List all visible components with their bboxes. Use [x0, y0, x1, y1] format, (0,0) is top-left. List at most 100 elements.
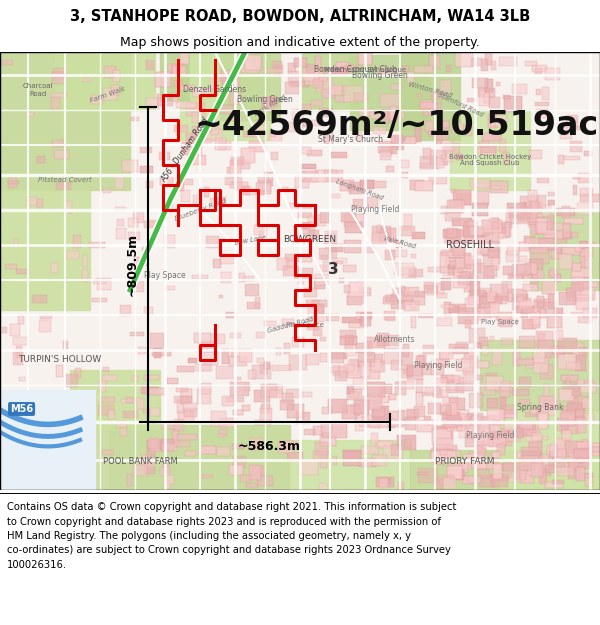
- Bar: [459, 422, 476, 437]
- Bar: [382, 144, 391, 157]
- Bar: [470, 418, 488, 426]
- Bar: [583, 439, 589, 448]
- Bar: [491, 61, 496, 71]
- Bar: [400, 66, 409, 72]
- Bar: [567, 403, 585, 413]
- Bar: [373, 127, 386, 134]
- Bar: [92, 298, 107, 302]
- Bar: [177, 366, 194, 372]
- Bar: [328, 399, 347, 413]
- Bar: [560, 414, 575, 425]
- Bar: [503, 266, 518, 276]
- Bar: [517, 210, 530, 219]
- Bar: [59, 466, 64, 476]
- Bar: [303, 119, 308, 127]
- Bar: [513, 351, 520, 366]
- Bar: [515, 430, 533, 436]
- Bar: [320, 454, 326, 468]
- Bar: [383, 111, 389, 124]
- Bar: [239, 349, 253, 362]
- Bar: [133, 280, 144, 292]
- Text: Charcoal
Road: Charcoal Road: [23, 84, 53, 96]
- Bar: [229, 356, 247, 366]
- Bar: [463, 226, 478, 237]
- Bar: [272, 365, 291, 371]
- Bar: [276, 348, 281, 354]
- Bar: [234, 377, 241, 381]
- Bar: [488, 415, 505, 426]
- Bar: [177, 400, 184, 412]
- Bar: [536, 89, 541, 95]
- Bar: [389, 144, 397, 154]
- Bar: [379, 228, 396, 242]
- Bar: [443, 156, 453, 162]
- Bar: [502, 338, 513, 345]
- Bar: [457, 154, 463, 161]
- Bar: [496, 82, 500, 86]
- Bar: [359, 287, 370, 293]
- Bar: [451, 410, 469, 426]
- Bar: [443, 266, 462, 276]
- Bar: [557, 467, 574, 476]
- Bar: [551, 463, 568, 472]
- Bar: [251, 365, 271, 379]
- Bar: [204, 188, 209, 196]
- Bar: [302, 68, 319, 81]
- Bar: [471, 416, 488, 429]
- Bar: [39, 321, 50, 332]
- Bar: [344, 239, 361, 253]
- Bar: [383, 69, 400, 76]
- Bar: [299, 173, 305, 180]
- Bar: [505, 411, 515, 418]
- Bar: [457, 426, 467, 431]
- Bar: [441, 304, 454, 308]
- Bar: [374, 354, 383, 365]
- Bar: [320, 352, 328, 361]
- Bar: [288, 63, 296, 72]
- Bar: [144, 221, 156, 228]
- Bar: [176, 388, 188, 392]
- Bar: [563, 415, 571, 430]
- Bar: [173, 419, 184, 431]
- Bar: [260, 364, 268, 374]
- Bar: [377, 68, 393, 76]
- Bar: [575, 459, 588, 467]
- Bar: [573, 186, 577, 196]
- Bar: [478, 142, 496, 155]
- Bar: [516, 264, 531, 275]
- Bar: [192, 274, 208, 279]
- Bar: [458, 268, 463, 272]
- Bar: [456, 342, 468, 348]
- Bar: [18, 315, 24, 324]
- Bar: [14, 239, 18, 246]
- Bar: [254, 225, 266, 236]
- Bar: [537, 179, 550, 183]
- Bar: [438, 121, 449, 128]
- Bar: [466, 432, 473, 437]
- Bar: [407, 366, 413, 376]
- Bar: [248, 370, 256, 379]
- Bar: [409, 269, 423, 278]
- Bar: [531, 462, 542, 478]
- Bar: [215, 138, 226, 150]
- Bar: [103, 189, 111, 193]
- Text: ~809.5m: ~809.5m: [125, 233, 139, 296]
- Bar: [142, 387, 158, 394]
- Bar: [53, 68, 65, 79]
- Bar: [453, 278, 467, 289]
- Bar: [360, 362, 370, 377]
- Bar: [116, 219, 124, 226]
- Bar: [242, 405, 250, 411]
- Bar: [437, 426, 453, 440]
- Bar: [389, 394, 396, 400]
- Bar: [534, 301, 543, 308]
- Bar: [287, 404, 304, 418]
- Bar: [554, 274, 561, 282]
- Bar: [385, 295, 405, 302]
- Bar: [556, 446, 566, 455]
- Bar: [449, 470, 464, 480]
- Bar: [382, 110, 389, 118]
- Bar: [562, 246, 580, 255]
- Bar: [16, 269, 29, 274]
- Bar: [185, 451, 196, 456]
